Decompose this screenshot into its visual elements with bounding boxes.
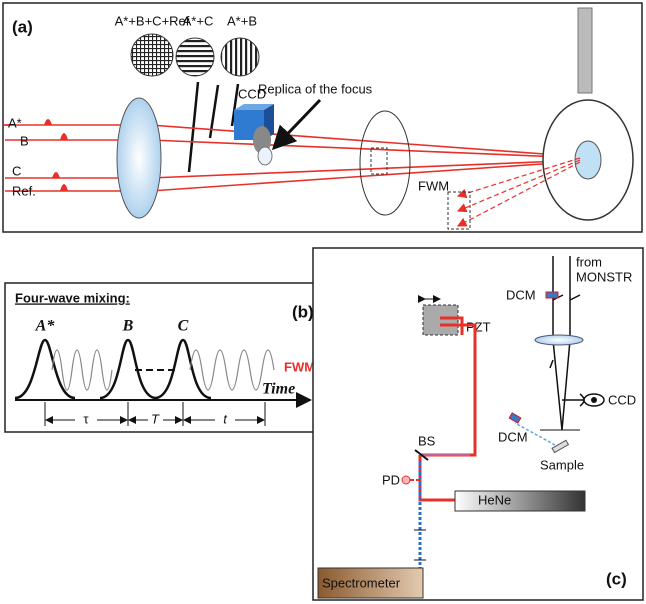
dcm-label: DCM <box>506 287 536 302</box>
sample-label: Sample <box>540 457 584 472</box>
figure: (a) A*+B+C+Ref A*+C A*+B A* B C Ref. CCD… <box>0 0 646 604</box>
beam-label: C <box>12 163 21 178</box>
laser-label: HeNe <box>478 492 511 507</box>
panel-label: (b) <box>292 302 314 321</box>
panel-frame <box>3 3 642 232</box>
replica-label: Replica of the focus <box>258 81 373 96</box>
pd-label: PD <box>382 472 400 487</box>
fwm-label: FWM <box>284 359 315 374</box>
pulse-label: B <box>122 318 134 335</box>
post <box>578 8 592 93</box>
spectrometer-label: Spectrometer <box>322 575 401 590</box>
source-label: MONSTR <box>576 269 632 284</box>
photodiode <box>402 476 410 484</box>
ccd-eye <box>591 397 597 403</box>
beam-label: A* <box>8 115 22 130</box>
pattern-label: A*+B <box>227 13 257 28</box>
dcm-label: DCM <box>498 429 528 444</box>
ccd-label: CCD <box>608 392 636 407</box>
dcm-mirror <box>546 292 558 298</box>
pulse-label: C <box>178 318 189 335</box>
pattern <box>176 38 214 76</box>
beam-label: Ref. <box>12 183 36 198</box>
lens <box>117 98 161 218</box>
pattern <box>131 34 173 76</box>
panel-c: from MONSTR DCM PZT BS PD HeNe Spectrome… <box>313 248 643 600</box>
source-label: from <box>576 254 602 269</box>
fwm-label: FWM <box>418 178 449 193</box>
pattern-label: A*+B+C+Ref <box>115 13 190 28</box>
pulse-label: A* <box>35 318 56 335</box>
pzt-label: PZT <box>466 319 491 334</box>
delay-label: τ <box>83 411 89 426</box>
panel-label: (a) <box>12 17 33 36</box>
hene-laser <box>455 491 585 511</box>
pattern-label: A*+C <box>183 13 214 28</box>
panel-title: Four-wave mixing: <box>15 290 130 305</box>
axis-label: Time <box>262 381 295 398</box>
lens <box>535 335 583 345</box>
delay-stage <box>423 305 458 335</box>
panel-frame <box>313 248 643 600</box>
panel-b: Four-wave mixing: (b) A* B C FWM Time τ … <box>5 283 330 432</box>
panel-label: (c) <box>606 569 627 588</box>
delay-label: T <box>151 411 160 426</box>
beam-label: B <box>20 133 29 148</box>
panel-a: (a) A*+B+C+Ref A*+C A*+B A* B C Ref. CCD… <box>3 3 642 232</box>
bs-label: BS <box>418 433 436 448</box>
pattern <box>221 38 259 76</box>
